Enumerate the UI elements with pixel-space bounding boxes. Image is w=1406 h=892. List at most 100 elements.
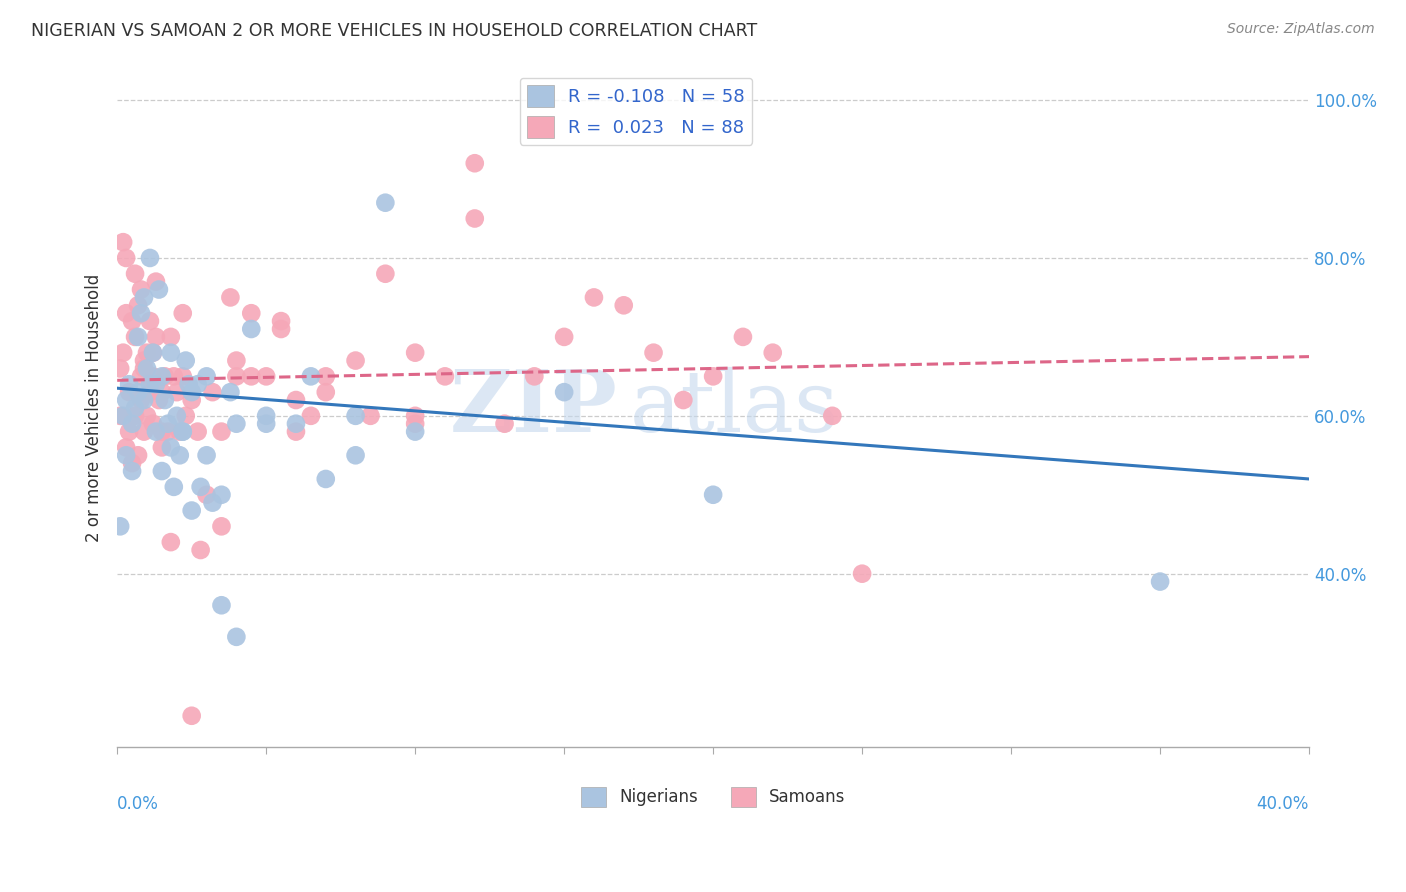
Point bbox=[404, 409, 426, 423]
Point bbox=[153, 369, 176, 384]
Point bbox=[108, 409, 131, 423]
Point bbox=[159, 441, 181, 455]
Point bbox=[299, 369, 322, 384]
Point bbox=[169, 425, 191, 439]
Point bbox=[121, 456, 143, 470]
Point bbox=[108, 361, 131, 376]
Point bbox=[112, 409, 135, 423]
Point bbox=[136, 345, 159, 359]
Point bbox=[702, 488, 724, 502]
Point bbox=[315, 369, 337, 384]
Point bbox=[359, 409, 381, 423]
Point bbox=[219, 385, 242, 400]
Point bbox=[118, 425, 141, 439]
Point bbox=[464, 211, 486, 226]
Point bbox=[702, 369, 724, 384]
Point bbox=[121, 314, 143, 328]
Point bbox=[285, 417, 308, 431]
Point bbox=[404, 417, 426, 431]
Point bbox=[145, 275, 167, 289]
Point bbox=[174, 409, 197, 423]
Point bbox=[115, 306, 138, 320]
Point bbox=[851, 566, 873, 581]
Point bbox=[344, 448, 367, 462]
Point bbox=[211, 519, 233, 533]
Point bbox=[112, 345, 135, 359]
Point bbox=[240, 322, 263, 336]
Point bbox=[613, 298, 636, 312]
Point bbox=[124, 330, 146, 344]
Point bbox=[145, 377, 167, 392]
Point bbox=[169, 448, 191, 462]
Point bbox=[1149, 574, 1171, 589]
Point bbox=[315, 385, 337, 400]
Point bbox=[821, 409, 844, 423]
Point bbox=[180, 708, 202, 723]
Point bbox=[225, 369, 247, 384]
Point bbox=[344, 409, 367, 423]
Point bbox=[115, 392, 138, 407]
Point bbox=[180, 392, 202, 407]
Point bbox=[731, 330, 754, 344]
Text: NIGERIAN VS SAMOAN 2 OR MORE VEHICLES IN HOUSEHOLD CORRELATION CHART: NIGERIAN VS SAMOAN 2 OR MORE VEHICLES IN… bbox=[31, 22, 758, 40]
Point bbox=[254, 369, 277, 384]
Point bbox=[180, 385, 202, 400]
Point bbox=[553, 385, 575, 400]
Point bbox=[115, 251, 138, 265]
Point bbox=[121, 464, 143, 478]
Point bbox=[225, 353, 247, 368]
Point bbox=[136, 361, 159, 376]
Point bbox=[118, 377, 141, 392]
Point bbox=[225, 630, 247, 644]
Point bbox=[553, 804, 575, 818]
Y-axis label: 2 or more Vehicles in Household: 2 or more Vehicles in Household bbox=[86, 274, 103, 542]
Point bbox=[124, 401, 146, 415]
Point bbox=[132, 425, 155, 439]
Point bbox=[201, 385, 224, 400]
Point bbox=[132, 290, 155, 304]
Point bbox=[145, 330, 167, 344]
Point bbox=[129, 306, 152, 320]
Point bbox=[132, 361, 155, 376]
Point bbox=[285, 392, 308, 407]
Point bbox=[150, 385, 173, 400]
Point bbox=[344, 353, 367, 368]
Point bbox=[136, 409, 159, 423]
Point bbox=[163, 369, 186, 384]
Point bbox=[115, 448, 138, 462]
Point bbox=[374, 195, 396, 210]
Point bbox=[494, 417, 516, 431]
Point bbox=[404, 345, 426, 359]
Point bbox=[190, 480, 212, 494]
Point bbox=[672, 392, 695, 407]
Point bbox=[172, 306, 194, 320]
Point bbox=[166, 385, 188, 400]
Point bbox=[127, 298, 149, 312]
Point bbox=[254, 417, 277, 431]
Point bbox=[150, 464, 173, 478]
Point bbox=[643, 345, 665, 359]
Point bbox=[129, 392, 152, 407]
Point bbox=[270, 322, 292, 336]
Point bbox=[219, 290, 242, 304]
Point bbox=[150, 441, 173, 455]
Point bbox=[166, 409, 188, 423]
Point bbox=[112, 235, 135, 249]
Point bbox=[108, 519, 131, 533]
Point bbox=[195, 448, 218, 462]
Point bbox=[129, 283, 152, 297]
Point bbox=[132, 353, 155, 368]
Point bbox=[174, 353, 197, 368]
Point bbox=[211, 425, 233, 439]
Point bbox=[187, 377, 209, 392]
Point bbox=[153, 392, 176, 407]
Point bbox=[211, 488, 233, 502]
Point bbox=[523, 369, 546, 384]
Point bbox=[180, 503, 202, 517]
Point bbox=[129, 369, 152, 384]
Legend: Nigerians, Samoans: Nigerians, Samoans bbox=[574, 780, 852, 814]
Point bbox=[148, 283, 170, 297]
Point bbox=[159, 535, 181, 549]
Point bbox=[201, 496, 224, 510]
Point bbox=[374, 267, 396, 281]
